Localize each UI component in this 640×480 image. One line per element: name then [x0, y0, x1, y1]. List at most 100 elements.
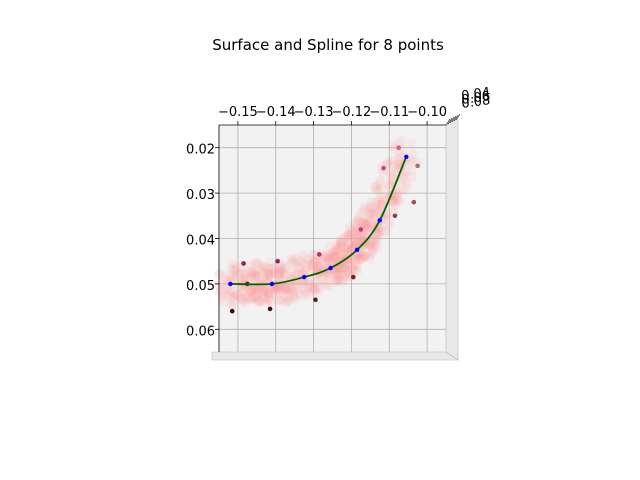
surface-point	[272, 282, 282, 293]
surface-point	[358, 217, 369, 228]
surface-point	[325, 252, 336, 263]
surface-point	[391, 188, 402, 199]
surface-point	[253, 271, 264, 282]
surface-point	[268, 268, 279, 279]
surface-point	[309, 257, 320, 267]
surface-point	[275, 284, 286, 295]
surface-point	[319, 253, 330, 264]
surface-point	[357, 254, 368, 265]
y-tick-label: 0.04	[186, 234, 215, 249]
surface-point	[259, 285, 270, 296]
spline-node	[228, 281, 233, 287]
surface-point	[379, 226, 390, 237]
surface-point	[275, 268, 286, 279]
surface-point	[228, 289, 239, 300]
surface-point	[237, 277, 248, 288]
surface-point	[297, 257, 308, 268]
surface-point	[366, 236, 377, 247]
surface-point	[312, 256, 323, 267]
surface-point	[262, 269, 272, 280]
surface-point	[251, 289, 262, 300]
surface-point	[249, 284, 260, 295]
surface-point	[254, 295, 265, 306]
surface-point	[291, 282, 302, 293]
surface-point	[373, 185, 384, 196]
surface-point	[269, 262, 280, 273]
surface-point	[341, 250, 352, 261]
surface-point	[307, 249, 318, 260]
data-point	[358, 227, 364, 232]
surface-point	[386, 155, 397, 166]
surface-point	[364, 253, 375, 264]
surface-point	[398, 173, 409, 184]
surface-point	[281, 284, 292, 295]
surface-point	[294, 256, 305, 267]
surface-point	[343, 230, 354, 241]
surface-point	[376, 184, 387, 194]
surface-point	[330, 268, 341, 279]
surface-point	[319, 251, 330, 262]
surface-point	[407, 154, 418, 165]
surface-point	[231, 260, 242, 271]
surface-point	[262, 262, 272, 273]
surface-point	[231, 270, 242, 281]
surface-point	[351, 224, 361, 235]
surface-point	[332, 242, 343, 252]
surface-point	[259, 294, 270, 305]
data-point	[313, 297, 318, 303]
surface-point	[370, 226, 381, 237]
surface-point	[329, 247, 340, 258]
spline-node	[269, 281, 275, 287]
surface-point	[297, 249, 308, 260]
surface-point	[385, 166, 396, 177]
data-point	[229, 308, 235, 314]
surface-point	[350, 218, 361, 228]
surface-point	[385, 158, 396, 169]
data-point	[275, 258, 280, 264]
surface-point	[320, 249, 331, 260]
surface-point	[250, 274, 261, 285]
surface-point	[283, 283, 294, 294]
surface-point	[265, 271, 275, 282]
surface-point	[348, 263, 358, 274]
surface-point	[275, 295, 286, 306]
surface-point	[286, 266, 297, 277]
surface-point	[234, 290, 244, 301]
surface-point	[287, 255, 298, 266]
surface-point	[396, 151, 407, 162]
surface-point	[352, 265, 363, 276]
surface-point	[306, 279, 316, 290]
surface-point	[277, 264, 288, 275]
surface-point	[377, 199, 388, 210]
surface-point	[280, 268, 291, 279]
surface-point	[347, 228, 358, 239]
surface-point	[373, 228, 383, 239]
surface-point	[269, 264, 280, 275]
surface-point	[345, 226, 356, 237]
surface-point	[293, 257, 304, 268]
surface-point	[289, 291, 300, 301]
surface-point	[388, 195, 399, 206]
surface-point	[239, 272, 250, 283]
y-tick-label: 0.05	[186, 279, 215, 294]
surface-point	[350, 264, 361, 274]
surface-point	[291, 280, 302, 291]
surface-point	[353, 254, 364, 265]
data-point	[396, 145, 402, 150]
surface-point	[291, 253, 302, 264]
surface-point	[333, 268, 344, 279]
surface-point	[335, 255, 346, 266]
surface-point	[269, 284, 280, 295]
surface-point	[356, 207, 367, 218]
spline-node	[301, 274, 307, 280]
surface-point	[307, 259, 318, 270]
surface-point	[277, 285, 288, 296]
surface-point	[218, 295, 229, 306]
x-tick-label: −0.11	[369, 105, 409, 120]
surface-point	[398, 184, 409, 195]
surface-point	[230, 265, 241, 276]
surface-point	[368, 207, 379, 218]
surface-point	[329, 274, 340, 285]
surface-point	[363, 223, 374, 234]
surface-point	[342, 260, 353, 271]
